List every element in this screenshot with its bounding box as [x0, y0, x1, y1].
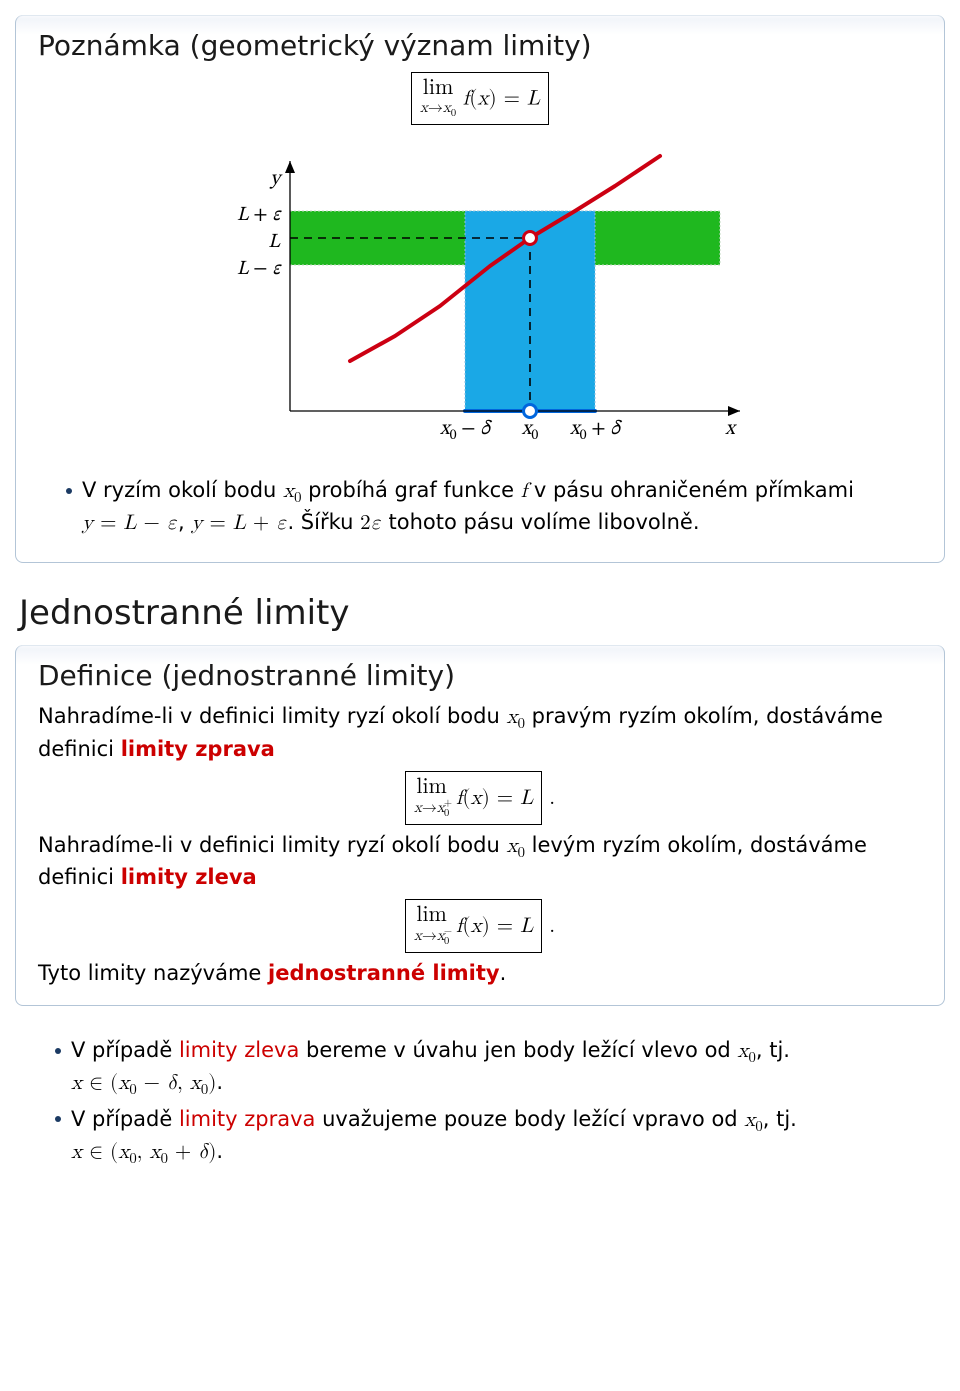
definition-block: Definice (jednostranné limity) Nahradíme… — [15, 645, 945, 1006]
definition-title: Definice (jednostranné limity) — [38, 659, 922, 692]
limit-svg: yL + εLL − εx0 − δx0x0 + δx — [160, 131, 800, 461]
bottom-bullet: V případě limity zprava uvažujeme pouze … — [55, 1105, 945, 1169]
limit-figure: yL + εLL − εx0 − δx0x0 + δx — [38, 131, 922, 466]
def-para-2: Nahradíme-li v definici limity ryzí okol… — [38, 831, 922, 891]
bottom-bullet: V případě limity zleva bereme v úvahu je… — [55, 1036, 945, 1100]
limit-right-equation: lim x→x+0 f(x) = L . — [38, 771, 922, 825]
note-block: Poznámka (geometrický význam limity) lim… — [15, 15, 945, 563]
limit-left-equation: lim x→x−0 f(x) = L . — [38, 899, 922, 953]
note-bullets: V ryzím okolí bodu x0 probíhá graf funkc… — [38, 476, 922, 538]
def-para-1: Nahradíme-li v definici limity ryzí okol… — [38, 702, 922, 762]
def-para-3: Tyto limity nazýváme jednostranné limity… — [38, 961, 922, 985]
bottom-bullets: V případě limity zleva bereme v úvahu je… — [15, 1036, 945, 1168]
limit-equation-top: lim x→x0 f(x) = L — [38, 72, 922, 125]
note-title: Poznámka (geometrický význam limity) — [38, 29, 922, 62]
section-heading: Jednostranné limity — [19, 593, 945, 633]
note-bullet: V ryzím okolí bodu x0 probíhá graf funkc… — [66, 476, 922, 538]
